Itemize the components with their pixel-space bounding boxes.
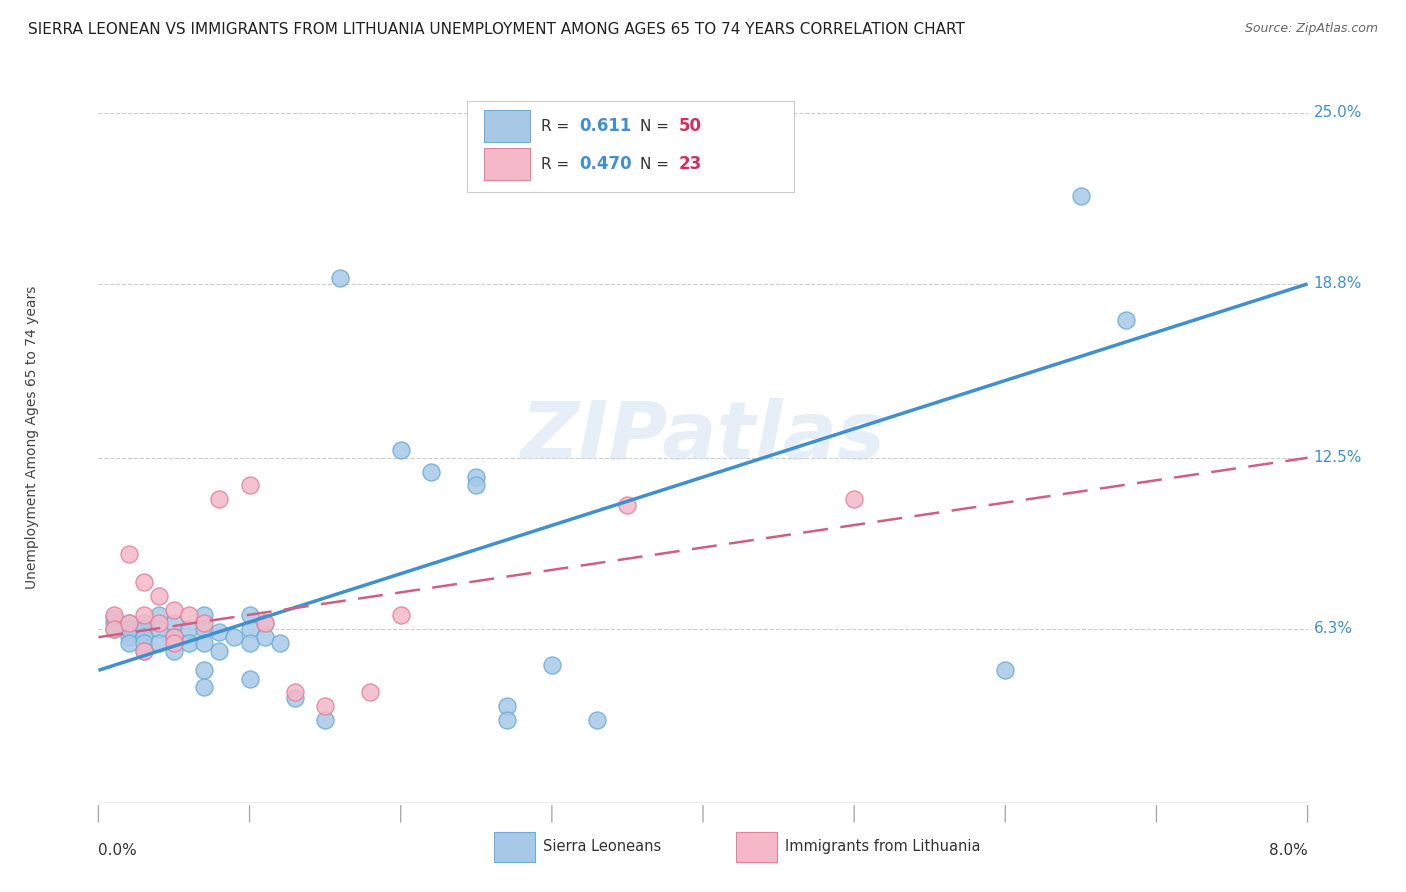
Point xyxy=(465,470,488,484)
FancyBboxPatch shape xyxy=(484,110,530,143)
Point xyxy=(239,636,262,650)
Point xyxy=(239,672,262,686)
FancyBboxPatch shape xyxy=(735,831,776,862)
Point xyxy=(103,622,125,636)
Point xyxy=(103,622,125,636)
Text: 8.0%: 8.0% xyxy=(1268,843,1308,858)
Text: SIERRA LEONEAN VS IMMIGRANTS FROM LITHUANIA UNEMPLOYMENT AMONG AGES 65 TO 74 YEA: SIERRA LEONEAN VS IMMIGRANTS FROM LITHUA… xyxy=(28,22,965,37)
Text: 23: 23 xyxy=(679,155,702,173)
Point xyxy=(193,680,215,694)
Point xyxy=(163,636,186,650)
Point xyxy=(179,622,201,636)
Point xyxy=(163,630,186,644)
Point xyxy=(163,644,186,658)
Point xyxy=(208,644,231,658)
Point xyxy=(179,608,201,623)
Point xyxy=(253,616,276,631)
Text: N =: N = xyxy=(640,119,673,134)
Point xyxy=(103,616,125,631)
Point xyxy=(224,630,246,644)
Point xyxy=(163,602,186,616)
Point xyxy=(420,465,443,479)
Text: 50: 50 xyxy=(679,117,702,136)
Point xyxy=(132,636,155,650)
Point xyxy=(994,663,1017,677)
Text: Immigrants from Lithuania: Immigrants from Lithuania xyxy=(785,839,981,855)
Text: ZIPatlas: ZIPatlas xyxy=(520,398,886,476)
Text: 18.8%: 18.8% xyxy=(1313,277,1362,292)
Point xyxy=(179,636,201,650)
Point xyxy=(148,616,170,631)
Point xyxy=(132,644,155,658)
Point xyxy=(239,608,262,623)
Point xyxy=(586,713,609,727)
Point xyxy=(132,644,155,658)
Point xyxy=(329,271,352,285)
Point xyxy=(465,478,488,492)
Point xyxy=(132,630,155,644)
Point xyxy=(193,622,215,636)
FancyBboxPatch shape xyxy=(494,831,534,862)
Point xyxy=(389,442,412,457)
Point xyxy=(239,478,262,492)
Point xyxy=(118,616,141,631)
Point xyxy=(284,690,307,705)
Point xyxy=(208,624,231,639)
Point xyxy=(148,589,170,603)
Point xyxy=(163,630,186,644)
Point xyxy=(360,685,382,699)
Point xyxy=(148,636,170,650)
Point xyxy=(132,622,155,636)
Point xyxy=(269,636,291,650)
Point xyxy=(103,608,125,623)
Point xyxy=(132,608,155,623)
Text: Unemployment Among Ages 65 to 74 years: Unemployment Among Ages 65 to 74 years xyxy=(25,285,39,589)
Point xyxy=(284,685,307,699)
Point xyxy=(616,498,638,512)
Point xyxy=(132,574,155,589)
FancyBboxPatch shape xyxy=(467,101,793,192)
Point xyxy=(118,636,141,650)
Point xyxy=(118,622,141,636)
Point xyxy=(118,548,141,562)
Text: 12.5%: 12.5% xyxy=(1313,450,1362,466)
Point xyxy=(495,699,517,714)
Point xyxy=(253,616,276,631)
Point xyxy=(239,622,262,636)
Text: 0.0%: 0.0% xyxy=(98,843,138,858)
Text: Sierra Leoneans: Sierra Leoneans xyxy=(543,839,662,855)
Point xyxy=(118,616,141,631)
Point xyxy=(148,622,170,636)
Point xyxy=(495,713,517,727)
Point xyxy=(193,608,215,623)
Point xyxy=(118,624,141,639)
Point xyxy=(103,611,125,625)
Point xyxy=(253,630,276,644)
Point xyxy=(193,636,215,650)
Point xyxy=(540,657,562,672)
Text: R =: R = xyxy=(541,119,574,134)
Text: Source: ZipAtlas.com: Source: ZipAtlas.com xyxy=(1244,22,1378,36)
Point xyxy=(148,608,170,623)
Point xyxy=(118,630,141,644)
Text: N =: N = xyxy=(640,157,673,172)
Text: 0.470: 0.470 xyxy=(579,155,633,173)
Point xyxy=(1115,312,1137,326)
Point xyxy=(132,616,155,631)
Point xyxy=(193,616,215,631)
Point xyxy=(193,663,215,677)
Text: 25.0%: 25.0% xyxy=(1313,105,1362,120)
FancyBboxPatch shape xyxy=(484,148,530,180)
Text: 0.611: 0.611 xyxy=(579,117,633,136)
Text: R =: R = xyxy=(541,157,574,172)
Point xyxy=(314,699,336,714)
Point xyxy=(389,608,412,623)
Point xyxy=(314,713,336,727)
Point xyxy=(1070,188,1092,202)
Text: 6.3%: 6.3% xyxy=(1313,622,1353,636)
Point xyxy=(844,492,866,507)
Point xyxy=(163,616,186,631)
Point xyxy=(208,492,231,507)
